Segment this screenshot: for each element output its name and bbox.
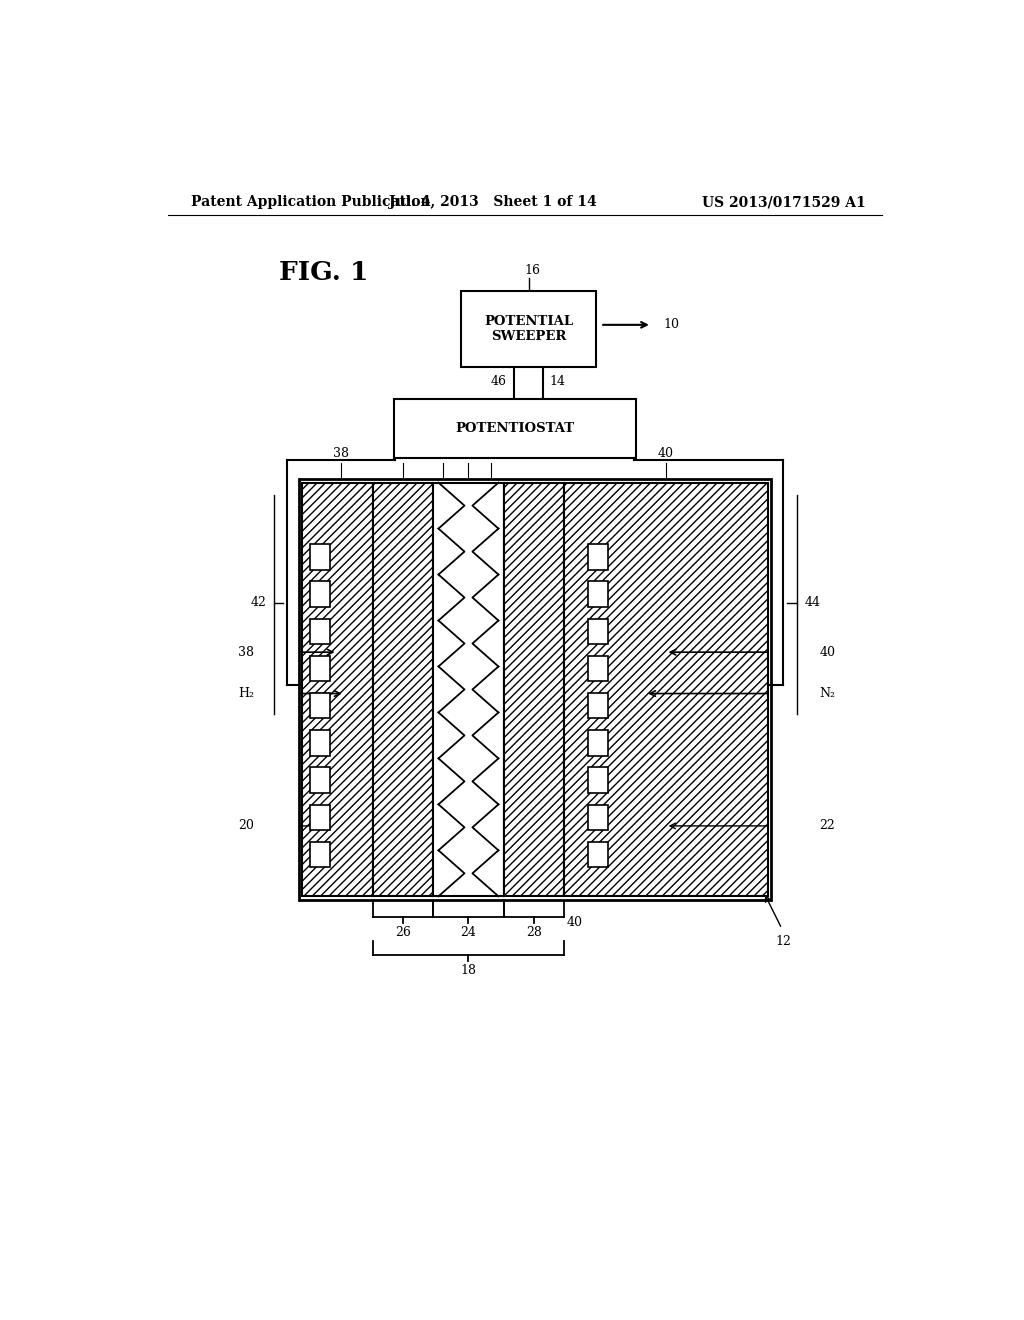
Bar (302, 483, 373, 896)
Bar (588, 656, 608, 681)
Text: 38: 38 (239, 645, 254, 659)
Text: 10: 10 (664, 318, 680, 331)
Bar (310, 693, 330, 718)
Text: US 2013/0171529 A1: US 2013/0171529 A1 (702, 195, 866, 209)
Text: 30: 30 (395, 447, 411, 461)
Text: 40: 40 (567, 916, 583, 929)
Bar (588, 544, 608, 569)
Bar (310, 730, 330, 755)
Bar (310, 767, 330, 793)
Text: 24: 24 (461, 925, 476, 939)
Bar (310, 619, 330, 644)
Bar (504, 483, 563, 896)
Text: POTENTIAL
SWEEPER: POTENTIAL SWEEPER (484, 314, 573, 343)
Text: 36: 36 (461, 447, 476, 461)
Text: POTENTIOSTAT: POTENTIOSTAT (456, 422, 574, 436)
Text: FIG. 1: FIG. 1 (279, 260, 369, 285)
Text: 38: 38 (333, 447, 349, 461)
Text: 12: 12 (775, 935, 792, 948)
Text: 40: 40 (657, 447, 674, 461)
Bar (310, 581, 330, 607)
Bar (588, 730, 608, 755)
Bar (588, 842, 608, 867)
Bar (433, 483, 504, 896)
Bar (588, 767, 608, 793)
Text: 42: 42 (251, 597, 267, 609)
Bar (302, 483, 373, 896)
Text: 34: 34 (483, 447, 500, 461)
Bar (394, 399, 636, 458)
Bar (588, 805, 608, 830)
Text: 26: 26 (395, 925, 411, 939)
Bar (310, 656, 330, 681)
Bar (588, 619, 608, 644)
Text: 16: 16 (524, 264, 541, 277)
Bar (563, 483, 768, 896)
Text: 40: 40 (819, 645, 836, 659)
Bar (310, 805, 330, 830)
Text: 44: 44 (805, 597, 821, 609)
Bar (373, 483, 433, 896)
Bar (310, 842, 330, 867)
Bar (299, 479, 771, 900)
Bar (588, 581, 608, 607)
Bar (461, 290, 596, 367)
Text: Patent Application Publication: Patent Application Publication (191, 195, 431, 209)
Bar (504, 483, 563, 896)
Text: 14: 14 (550, 375, 565, 388)
Text: H₂: H₂ (239, 686, 254, 700)
Bar (563, 483, 768, 896)
Text: 18: 18 (461, 965, 476, 977)
Text: 32: 32 (435, 447, 452, 461)
Bar (373, 483, 433, 896)
Text: 20: 20 (239, 820, 254, 833)
Text: 46: 46 (490, 375, 507, 388)
Text: Jul. 4, 2013   Sheet 1 of 14: Jul. 4, 2013 Sheet 1 of 14 (389, 195, 597, 209)
Bar (588, 693, 608, 718)
Text: 28: 28 (526, 925, 542, 939)
Text: N₂: N₂ (819, 686, 836, 700)
Text: 22: 22 (819, 820, 835, 833)
Bar (310, 544, 330, 569)
